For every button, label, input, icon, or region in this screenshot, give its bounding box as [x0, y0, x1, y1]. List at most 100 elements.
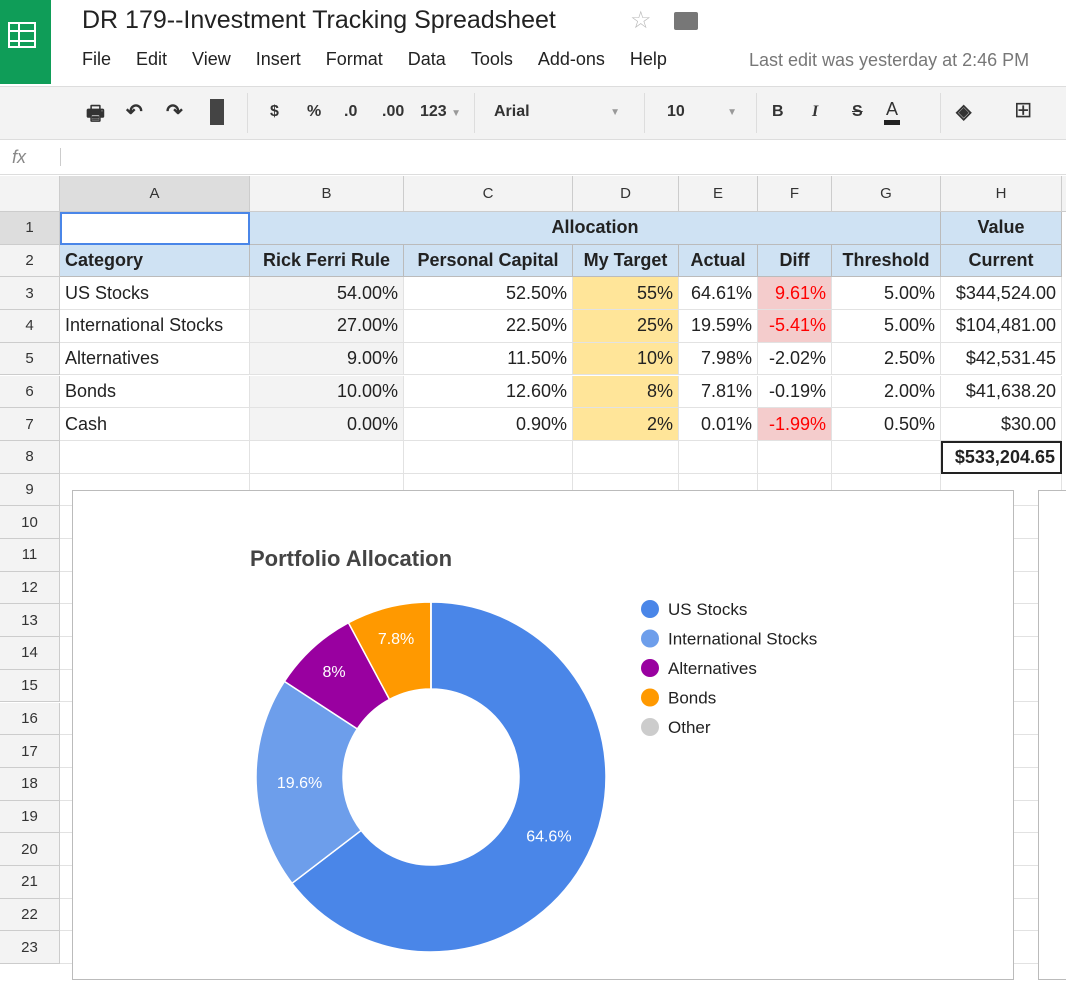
column-title[interactable]: My Target [573, 245, 679, 278]
row-header-22[interactable]: 22 [0, 899, 60, 932]
value-cell[interactable]: $104,481.00 [941, 310, 1062, 343]
fill-color-icon[interactable]: ◈ [956, 99, 971, 124]
value-cell[interactable]: 2.00% [832, 376, 941, 409]
print-icon[interactable]: 🖶 [86, 99, 105, 133]
row-header-9[interactable]: 9 [0, 474, 60, 507]
strikethrough-button[interactable]: S [852, 103, 863, 121]
italic-button[interactable]: I [812, 103, 818, 121]
value-cell[interactable]: 7.98% [679, 343, 758, 376]
row-header-3[interactable]: 3 [0, 277, 60, 310]
menu-data[interactable]: Data [408, 49, 446, 70]
empty-cell[interactable] [60, 441, 250, 474]
row-header-11[interactable]: 11 [0, 539, 60, 572]
document-title[interactable]: DR 179--Investment Tracking Spreadsheet [82, 6, 556, 35]
legend-item[interactable]: Other [668, 718, 711, 737]
currency-button[interactable]: $ [270, 103, 279, 121]
paint-format-icon[interactable] [210, 99, 224, 125]
column-title[interactable]: Personal Capital [404, 245, 573, 278]
font-select[interactable]: Arial▼ [494, 103, 624, 121]
category-cell[interactable]: Bonds [60, 376, 250, 409]
legend-item[interactable]: US Stocks [668, 600, 747, 619]
empty-cell[interactable] [758, 441, 832, 474]
row-header-20[interactable]: 20 [0, 833, 60, 866]
row-header-4[interactable]: 4 [0, 310, 60, 343]
row-header-1[interactable]: 1 [0, 212, 60, 245]
value-cell[interactable]: 52.50% [404, 277, 573, 310]
value-cell[interactable]: 9.00% [250, 343, 404, 376]
column-header-e[interactable]: E [679, 176, 758, 212]
value-cell[interactable]: 2.50% [832, 343, 941, 376]
category-cell[interactable]: Cash [60, 408, 250, 441]
redo-icon[interactable]: ↷ [166, 99, 183, 124]
value-cell[interactable]: 0.50% [832, 408, 941, 441]
value-cell[interactable]: $30.00 [941, 408, 1062, 441]
column-header-f[interactable]: F [758, 176, 832, 212]
empty-cell[interactable] [250, 441, 404, 474]
menu-help[interactable]: Help [630, 49, 667, 70]
decrease-decimal-button[interactable]: .0 [344, 103, 357, 121]
menu-file[interactable]: File [82, 49, 111, 70]
value-cell[interactable]: 55% [573, 277, 679, 310]
column-header-c[interactable]: C [404, 176, 573, 212]
value-cell[interactable]: -5.41% [758, 310, 832, 343]
column-header-i[interactable] [1062, 176, 1066, 212]
folder-icon[interactable] [674, 12, 698, 30]
value-cell[interactable]: 10.00% [250, 376, 404, 409]
value-cell[interactable]: 0.00% [250, 408, 404, 441]
value-cell[interactable]: 64.61% [679, 277, 758, 310]
row-header-21[interactable]: 21 [0, 866, 60, 899]
allocation-header[interactable]: Allocation [250, 212, 941, 245]
row-header-15[interactable]: 15 [0, 670, 60, 703]
value-header[interactable]: Value [941, 212, 1062, 245]
category-cell[interactable]: Alternatives [60, 343, 250, 376]
column-title[interactable]: Actual [679, 245, 758, 278]
value-cell[interactable]: $41,638.20 [941, 376, 1062, 409]
value-cell[interactable]: 54.00% [250, 277, 404, 310]
row-header-5[interactable]: 5 [0, 343, 60, 376]
column-header-g[interactable]: G [832, 176, 941, 212]
row-header-12[interactable]: 12 [0, 572, 60, 605]
empty-cell[interactable] [679, 441, 758, 474]
menu-format[interactable]: Format [326, 49, 383, 70]
row-header-7[interactable]: 7 [0, 408, 60, 441]
value-cell[interactable]: 25% [573, 310, 679, 343]
column-title[interactable]: Category [60, 245, 250, 278]
value-cell[interactable]: 5.00% [832, 310, 941, 343]
menu-tools[interactable]: Tools [471, 49, 513, 70]
column-title[interactable]: Rick Ferri Rule [250, 245, 404, 278]
last-edit-status[interactable]: Last edit was yesterday at 2:46 PM [749, 50, 1029, 71]
row-header-6[interactable]: 6 [0, 376, 60, 409]
row-header-14[interactable]: 14 [0, 637, 60, 670]
empty-cell[interactable] [404, 441, 573, 474]
value-cell[interactable]: 7.81% [679, 376, 758, 409]
value-cell[interactable]: -0.19% [758, 376, 832, 409]
value-cell[interactable]: 10% [573, 343, 679, 376]
menu-edit[interactable]: Edit [136, 49, 167, 70]
row-header-13[interactable]: 13 [0, 604, 60, 637]
row-header-2[interactable]: 2 [0, 245, 60, 278]
column-header-a[interactable]: A [60, 176, 250, 212]
category-cell[interactable]: US Stocks [60, 277, 250, 310]
value-cell[interactable]: 0.90% [404, 408, 573, 441]
column-title[interactable]: Current [941, 245, 1062, 278]
value-cell[interactable]: $344,524.00 [941, 277, 1062, 310]
value-cell[interactable]: 8% [573, 376, 679, 409]
value-cell[interactable]: 9.61% [758, 277, 832, 310]
second-chart-edge[interactable] [1038, 490, 1066, 980]
row-header-16[interactable]: 16 [0, 703, 60, 736]
sheets-logo[interactable] [0, 0, 51, 84]
value-cell[interactable]: 27.00% [250, 310, 404, 343]
bold-button[interactable]: B [772, 103, 784, 121]
empty-cell[interactable] [573, 441, 679, 474]
category-cell[interactable]: International Stocks [60, 310, 250, 343]
star-icon[interactable]: ☆ [630, 6, 652, 35]
percent-button[interactable]: % [307, 103, 321, 121]
value-cell[interactable]: 11.50% [404, 343, 573, 376]
column-header-b[interactable]: B [250, 176, 404, 212]
text-color-button[interactable]: A [884, 99, 900, 125]
empty-cell[interactable] [832, 441, 941, 474]
legend-item[interactable]: International Stocks [668, 630, 817, 649]
row-header-10[interactable]: 10 [0, 506, 60, 539]
total-value[interactable]: $533,204.65 [941, 441, 1062, 474]
menu-addons[interactable]: Add-ons [538, 49, 605, 70]
